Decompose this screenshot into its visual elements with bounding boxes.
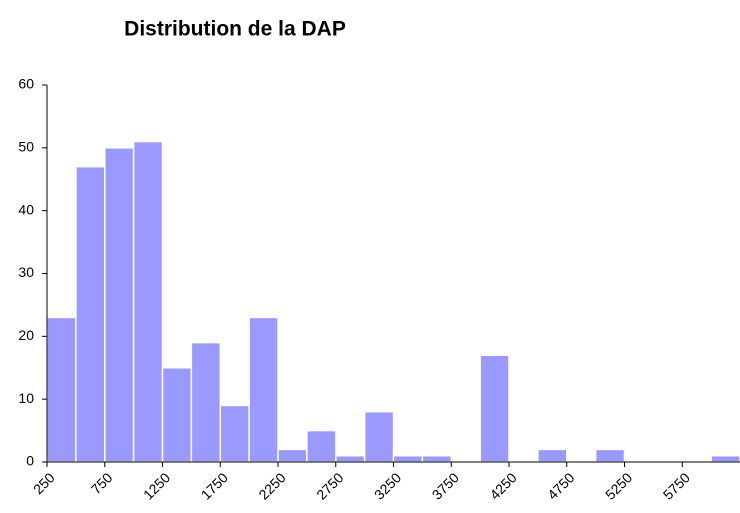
x-tick-label: 3750 xyxy=(429,469,462,502)
bar xyxy=(363,410,395,463)
bar xyxy=(710,454,740,463)
y-tick-label: 0 xyxy=(26,453,34,469)
bar xyxy=(537,448,568,463)
bar xyxy=(277,448,308,463)
bar xyxy=(104,147,135,463)
bar xyxy=(479,354,510,463)
x-tick-label: 1250 xyxy=(140,469,173,502)
y-tick-label: 10 xyxy=(18,390,34,406)
x-tick-label: 250 xyxy=(30,469,58,497)
x-tick-label: 5250 xyxy=(602,469,635,502)
x-tick-label: 4250 xyxy=(486,469,519,502)
bar xyxy=(75,165,106,463)
bar xyxy=(190,341,221,463)
bar xyxy=(161,367,193,463)
x-tick-label: 750 xyxy=(88,469,116,497)
y-tick-label: 30 xyxy=(18,264,34,280)
bar xyxy=(335,454,366,463)
bar xyxy=(46,316,77,463)
bar xyxy=(421,454,452,463)
y-tick-label: 20 xyxy=(18,327,34,343)
y-tick-label: 40 xyxy=(18,201,34,217)
bar xyxy=(392,454,424,463)
x-tick-label: 1750 xyxy=(198,469,231,502)
y-tick-label: 50 xyxy=(18,139,34,155)
bar xyxy=(219,404,250,463)
x-tick-label: 3250 xyxy=(371,469,404,502)
bar xyxy=(132,140,164,463)
x-tick-label: 5750 xyxy=(660,469,693,502)
x-tick-label: 2250 xyxy=(255,469,288,502)
bar xyxy=(594,448,626,463)
y-tick-label: 60 xyxy=(18,76,34,92)
bar xyxy=(306,429,337,463)
x-tick-label: 2750 xyxy=(313,469,346,502)
chart-title: Distribution de la DAP xyxy=(124,18,346,41)
bar xyxy=(248,316,279,463)
x-tick-label: 4750 xyxy=(544,469,577,502)
